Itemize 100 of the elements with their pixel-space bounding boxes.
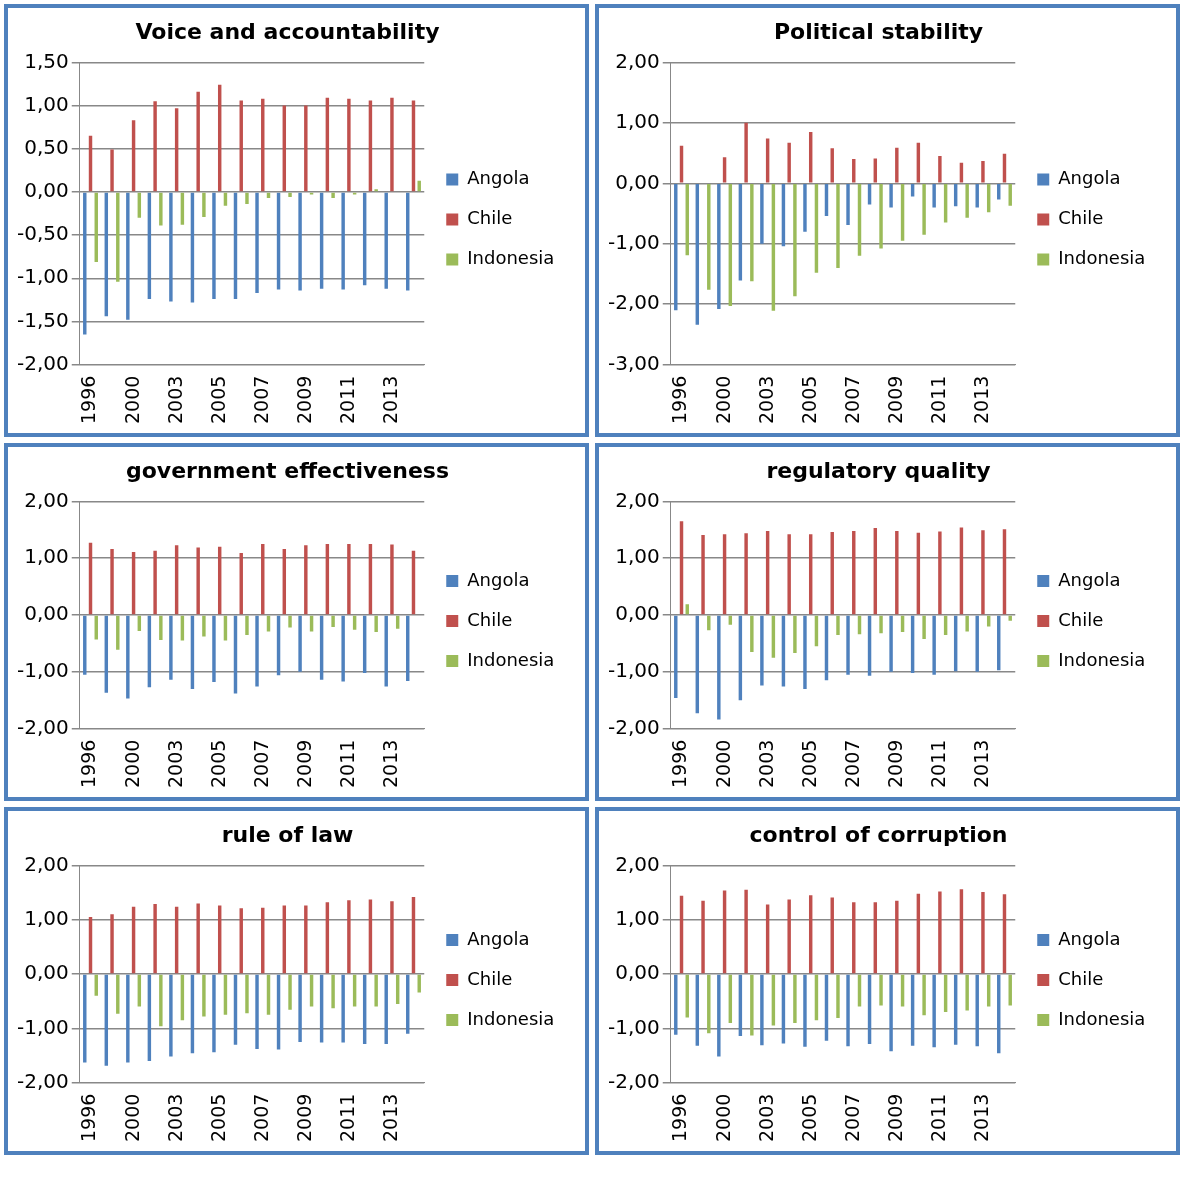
x-tick-label: 2000: [711, 739, 734, 789]
y-tick-label: -1,00: [17, 264, 69, 289]
bar: [744, 122, 748, 183]
bar: [938, 156, 942, 183]
bar: [245, 192, 249, 205]
bar: [879, 184, 883, 249]
bar: [212, 192, 216, 300]
x-tick-label: 2000: [120, 1093, 143, 1143]
x-tick-label: 2013: [378, 739, 401, 789]
bar: [245, 615, 249, 635]
bar: [717, 974, 721, 1057]
bar: [347, 900, 351, 974]
legend-label: Angola: [467, 927, 530, 949]
x-tick-label: 2009: [292, 739, 315, 789]
bar: [390, 901, 394, 974]
x-tick-label: 2007: [840, 1093, 863, 1143]
bar: [889, 184, 893, 208]
bar: [169, 192, 173, 302]
bar: [384, 615, 388, 687]
bar: [390, 97, 394, 192]
x-tick-label: 1996: [77, 739, 100, 789]
y-tick-label: -2,00: [17, 350, 69, 375]
bar: [288, 615, 292, 628]
x-tick-label: 2005: [206, 739, 229, 789]
bar: [110, 914, 114, 974]
bar: [707, 615, 711, 631]
bar: [744, 889, 748, 974]
x-tick-label: 2007: [840, 375, 863, 425]
y-tick-label: -2,00: [17, 1068, 69, 1093]
bar: [975, 974, 979, 1047]
bar: [341, 192, 345, 290]
bar: [938, 531, 942, 615]
bar: [895, 900, 899, 974]
legend-label: Angola: [1058, 167, 1121, 189]
x-tick-label: 1996: [668, 375, 691, 425]
y-tick-label: 0,00: [615, 601, 660, 626]
bar: [922, 974, 926, 1016]
x-tick-label: 2013: [969, 375, 992, 425]
bar: [836, 184, 840, 268]
y-tick-label: 2,00: [615, 48, 660, 73]
bar: [981, 892, 985, 974]
bar: [245, 974, 249, 1014]
bar: [910, 184, 915, 197]
legend-label: Indonesia: [1058, 648, 1146, 670]
bar: [255, 615, 259, 687]
x-tick-label: 2007: [249, 375, 272, 425]
x-tick-label: 1996: [668, 1093, 691, 1143]
bar: [846, 974, 850, 1047]
bar: [255, 192, 259, 293]
x-tick-label: 1996: [668, 739, 691, 789]
bar: [159, 974, 163, 1027]
bar: [212, 615, 216, 683]
bar: [196, 903, 200, 974]
x-tick-label: 2003: [754, 739, 777, 789]
legend-label: Indonesia: [1058, 1007, 1146, 1029]
y-tick-label: 2,00: [615, 487, 660, 512]
bar: [965, 615, 969, 632]
bar: [153, 903, 157, 974]
x-tick-label: 2003: [163, 1093, 186, 1143]
bar: [717, 615, 721, 720]
bar: [895, 147, 899, 183]
x-tick-label: 2007: [249, 739, 272, 789]
y-tick-label: 1,50: [24, 48, 69, 73]
y-tick-label: 0,00: [615, 960, 660, 985]
x-tick-label: 2011: [926, 739, 949, 789]
bar: [298, 974, 302, 1042]
legend-label: Angola: [1058, 568, 1121, 590]
y-tick-label: 1,00: [615, 109, 660, 134]
x-tick-label: 2009: [292, 1093, 315, 1143]
x-tick-label: 1996: [77, 1093, 100, 1143]
bar: [750, 615, 754, 652]
bar: [760, 615, 764, 686]
x-tick-label: 2011: [335, 1093, 358, 1143]
legend-label: Indonesia: [467, 1007, 555, 1029]
bar: [212, 974, 216, 1053]
x-tick-label: 2009: [883, 739, 906, 789]
bar: [288, 192, 292, 198]
bar: [116, 974, 120, 1014]
bar: [787, 534, 791, 615]
x-tick-label: 2003: [754, 1093, 777, 1143]
x-tick-label: 2005: [797, 1093, 820, 1143]
bar: [707, 184, 711, 290]
bar: [341, 615, 345, 682]
bar: [110, 149, 114, 192]
bar: [793, 615, 797, 654]
bar: [374, 974, 378, 1007]
bar: [750, 974, 754, 1036]
bar: [196, 547, 200, 615]
legend-label: Chile: [1058, 608, 1104, 630]
bar: [793, 974, 797, 1023]
x-tick-label: 2005: [206, 375, 229, 425]
x-tick-label: 2009: [883, 1093, 906, 1143]
x-tick-label: 2000: [120, 739, 143, 789]
bar: [159, 615, 163, 641]
bar: [922, 184, 926, 235]
bar: [793, 184, 797, 297]
bar: [975, 615, 979, 672]
bar: [169, 615, 173, 680]
y-tick-label: 0,50: [24, 134, 69, 159]
bar: [965, 184, 969, 218]
